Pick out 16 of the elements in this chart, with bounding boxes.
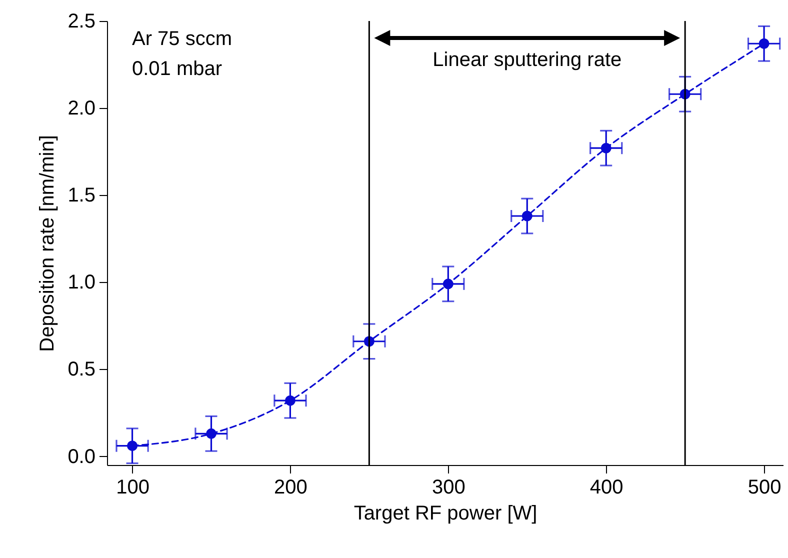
x-axis-title: Target RF power [W] (354, 502, 538, 524)
x-tick-label: 300 (432, 476, 466, 498)
y-tick-label: 1.0 (68, 272, 96, 294)
x-tick-label: 500 (748, 476, 782, 498)
y-tick-label: 2.5 (68, 10, 96, 32)
y-tick-label: 1.5 (68, 184, 96, 207)
annotation: Ar 75 sccm (132, 28, 232, 50)
y-tick-label: 2.0 (68, 98, 96, 120)
annotation: 0.01 mbar (132, 58, 222, 80)
x-tick-label: 100 (116, 476, 150, 498)
annotation: Linear sputtering rate (432, 49, 622, 71)
x-tick-label: 200 (274, 476, 308, 498)
x-tick-label: 400 (590, 476, 624, 498)
y-tick-label: 0.5 (68, 358, 96, 381)
y-tick-label: 0.0 (68, 446, 96, 468)
y-axis-title: Deposition rate [nm/min] (36, 135, 59, 352)
